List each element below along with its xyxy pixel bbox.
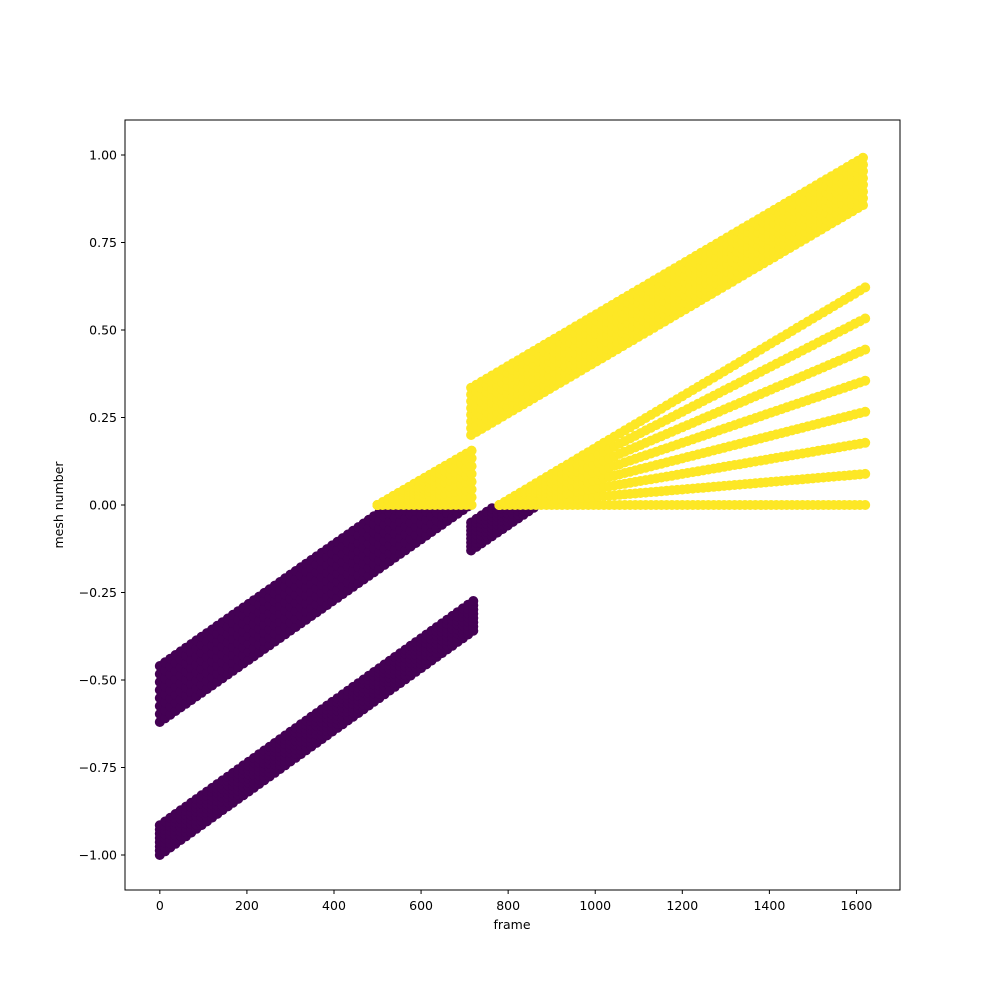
y-tick-label: −0.75 [79, 760, 117, 775]
data-point [466, 492, 477, 503]
y-tick-label: 0.50 [89, 323, 117, 338]
data-point [466, 445, 477, 456]
data-point [466, 461, 477, 472]
x-axis-label: frame [493, 917, 530, 932]
data-point [466, 476, 477, 487]
data-point [860, 375, 871, 386]
data-point [860, 282, 871, 293]
x-tick-label: 400 [322, 898, 346, 913]
x-tick-label: 1200 [666, 898, 698, 913]
data-point [466, 453, 477, 464]
y-axis-label: mesh number [51, 461, 66, 549]
y-tick-label: −1.00 [79, 848, 117, 863]
data-point [860, 406, 871, 417]
y-tick-label: 0.75 [89, 235, 117, 250]
data-point [860, 344, 871, 355]
y-tick-label: 1.00 [89, 148, 117, 163]
y-tick-label: 0.25 [89, 410, 117, 425]
y-axis-ticks: −1.00 −0.75 −0.50 −0.25 0.00 0.25 0.50 0.75 1.00 [79, 148, 125, 863]
y-tick-label: −0.25 [79, 585, 117, 600]
data-point [468, 596, 479, 606]
y-tick-label: −0.50 [79, 673, 117, 688]
data-point [860, 468, 871, 479]
data-point [860, 313, 871, 324]
data-point [466, 500, 477, 510]
x-tick-label: 0 [156, 898, 164, 913]
x-tick-label: 1000 [579, 898, 611, 913]
x-tick-label: 1400 [753, 898, 785, 913]
data-point [466, 468, 477, 479]
y-tick-label: 0.00 [89, 498, 117, 513]
data-point [466, 484, 477, 495]
data-point [858, 152, 868, 163]
x-axis-ticks: 0 200 400 600 800 1000 1200 1400 1600 [156, 890, 873, 913]
x-tick-label: 600 [409, 898, 433, 913]
x-tick-label: 200 [235, 898, 259, 913]
x-tick-label: 1600 [841, 898, 873, 913]
data-point [860, 500, 871, 510]
x-tick-label: 800 [496, 898, 520, 913]
data-point [860, 437, 871, 448]
data-points [154, 152, 871, 860]
